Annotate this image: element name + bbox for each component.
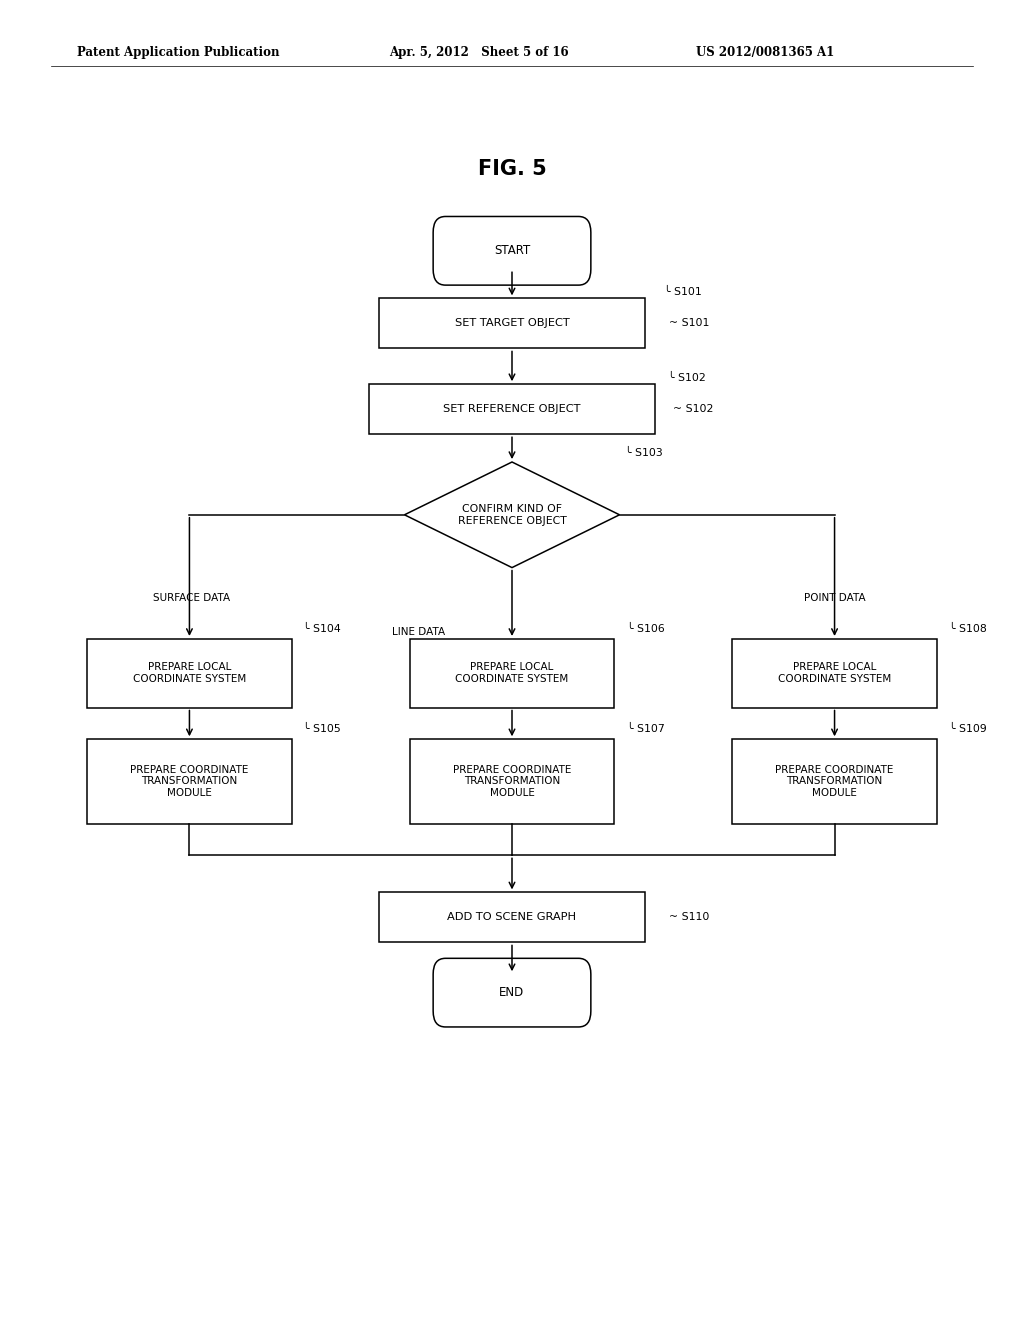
- Bar: [732, 739, 937, 824]
- Text: US 2012/0081365 A1: US 2012/0081365 A1: [696, 46, 835, 59]
- Text: PREPARE COORDINATE
TRANSFORMATION
MODULE: PREPARE COORDINATE TRANSFORMATION MODULE: [130, 764, 249, 799]
- Text: ╰ S108: ╰ S108: [949, 623, 987, 634]
- Text: ╰ S106: ╰ S106: [627, 623, 665, 634]
- Bar: [87, 739, 292, 824]
- Text: LINE DATA: LINE DATA: [392, 627, 445, 638]
- Text: END: END: [500, 986, 524, 999]
- Text: ╰ S104: ╰ S104: [303, 623, 341, 634]
- Text: PREPARE LOCAL
COORDINATE SYSTEM: PREPARE LOCAL COORDINATE SYSTEM: [456, 663, 568, 684]
- Text: START: START: [494, 244, 530, 257]
- Text: ~ S102: ~ S102: [673, 404, 713, 414]
- Bar: [369, 384, 655, 434]
- Text: POINT DATA: POINT DATA: [804, 593, 865, 603]
- Text: CONFIRM KIND OF
REFERENCE OBJECT: CONFIRM KIND OF REFERENCE OBJECT: [458, 504, 566, 525]
- Text: Patent Application Publication: Patent Application Publication: [77, 46, 280, 59]
- Text: PREPARE COORDINATE
TRANSFORMATION
MODULE: PREPARE COORDINATE TRANSFORMATION MODULE: [775, 764, 894, 799]
- Text: SET TARGET OBJECT: SET TARGET OBJECT: [455, 318, 569, 329]
- Bar: [379, 892, 645, 942]
- Bar: [732, 639, 937, 708]
- Text: SET REFERENCE OBJECT: SET REFERENCE OBJECT: [443, 404, 581, 414]
- Text: ADD TO SCENE GRAPH: ADD TO SCENE GRAPH: [447, 912, 577, 923]
- Polygon shape: [404, 462, 620, 568]
- Text: Apr. 5, 2012   Sheet 5 of 16: Apr. 5, 2012 Sheet 5 of 16: [389, 46, 568, 59]
- Text: ╰ S109: ╰ S109: [949, 723, 987, 734]
- Bar: [410, 739, 614, 824]
- Text: ~ S110: ~ S110: [669, 912, 709, 923]
- Text: ╰ S101: ╰ S101: [664, 286, 701, 297]
- Bar: [410, 639, 614, 708]
- Text: PREPARE LOCAL
COORDINATE SYSTEM: PREPARE LOCAL COORDINATE SYSTEM: [133, 663, 246, 684]
- Text: PREPARE COORDINATE
TRANSFORMATION
MODULE: PREPARE COORDINATE TRANSFORMATION MODULE: [453, 764, 571, 799]
- Text: ╰ S105: ╰ S105: [303, 723, 341, 734]
- Bar: [87, 639, 292, 708]
- Text: ╰ S103: ╰ S103: [625, 447, 663, 458]
- Text: PREPARE LOCAL
COORDINATE SYSTEM: PREPARE LOCAL COORDINATE SYSTEM: [778, 663, 891, 684]
- Text: SURFACE DATA: SURFACE DATA: [153, 593, 230, 603]
- Text: ╰ S102: ╰ S102: [668, 372, 706, 383]
- Text: ~ S101: ~ S101: [669, 318, 709, 329]
- Text: ╰ S107: ╰ S107: [627, 723, 665, 734]
- FancyBboxPatch shape: [433, 958, 591, 1027]
- Bar: [379, 298, 645, 348]
- FancyBboxPatch shape: [433, 216, 591, 285]
- Text: FIG. 5: FIG. 5: [477, 158, 547, 180]
